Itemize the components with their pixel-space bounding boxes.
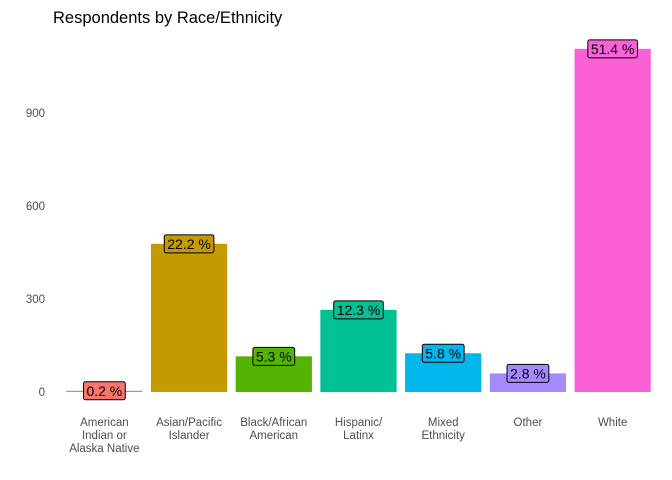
svg-text:12.3 %: 12.3 % xyxy=(337,302,381,318)
data-label: 5.3 % xyxy=(252,346,296,366)
svg-text:0.2 %: 0.2 % xyxy=(86,383,122,399)
data-labels: 0.2 % 22.2 % 5.3 % 12.3 % 5.8 % 2.8 % 51.4 % xyxy=(82,39,638,401)
svg-text:2.8 %: 2.8 % xyxy=(510,365,546,381)
x-tick-label: Hispanic/Latinx xyxy=(335,417,383,442)
bar xyxy=(574,48,651,393)
svg-text:5.3 %: 5.3 % xyxy=(256,348,292,364)
data-label: 51.4 % xyxy=(587,39,638,59)
x-tick-label: Asian/Pacific Islander xyxy=(156,417,222,442)
y-axis: 0 300 600 900 xyxy=(26,108,45,399)
data-label: 2.8 % xyxy=(506,363,550,383)
x-tick-label: Black/African American xyxy=(240,417,307,442)
y-tick-label: 300 xyxy=(26,294,45,306)
svg-text:5.8 %: 5.8 % xyxy=(425,345,461,361)
y-tick-label: 600 xyxy=(26,201,45,213)
data-label: 0.2 % xyxy=(82,381,126,401)
y-tick-label: 900 xyxy=(26,108,45,120)
bars xyxy=(66,48,651,393)
data-label: 5.8 % xyxy=(421,343,465,363)
data-label: 12.3 % xyxy=(333,300,384,320)
x-axis: American Indian or Alaska Native Asian/Paci… xyxy=(69,417,627,455)
bar xyxy=(150,243,228,392)
x-tick-label: Mixed Ethnicity xyxy=(421,417,465,442)
x-tick-label: Other xyxy=(514,417,543,429)
x-tick-label: American Indian or Alaska Native xyxy=(69,417,139,455)
chart-title: Respondents by Race/Ethnicity xyxy=(53,9,283,27)
y-tick-label: 0 xyxy=(39,387,45,399)
svg-text:22.2 %: 22.2 % xyxy=(167,236,211,252)
svg-text:51.4 %: 51.4 % xyxy=(591,41,635,57)
x-tick-label: White xyxy=(598,417,627,429)
bar xyxy=(320,309,397,392)
data-label: 22.2 % xyxy=(163,234,215,254)
